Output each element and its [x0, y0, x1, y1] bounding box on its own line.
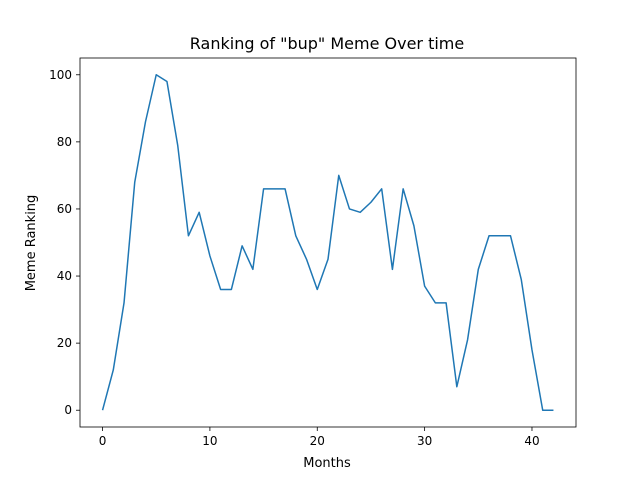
y-tick-label: 80: [57, 135, 72, 149]
plot-frame: [79, 57, 577, 428]
x-tick-label: 40: [524, 434, 539, 448]
y-tick-label: 60: [57, 202, 72, 216]
y-axis: 0 20 40 60 80 100: [49, 68, 80, 417]
x-tick-label: 20: [310, 434, 325, 448]
x-tick-label: 30: [417, 434, 432, 448]
y-tick-label: 100: [49, 68, 72, 82]
y-tick-label: 40: [57, 269, 72, 283]
x-axis: 0 10 20 30 40: [99, 427, 540, 448]
x-tick-label: 0: [99, 434, 107, 448]
plot-area: [79, 57, 577, 428]
series-line-0: [101, 74, 554, 411]
x-axis-label: Months: [303, 456, 351, 471]
y-axis-label: Meme Ranking: [24, 195, 39, 292]
chart-title: Ranking of "bup" Meme Over time: [190, 34, 464, 53]
x-tick-label: 10: [202, 434, 217, 448]
y-tick-label: 0: [64, 403, 72, 417]
y-tick-label: 20: [57, 336, 72, 350]
